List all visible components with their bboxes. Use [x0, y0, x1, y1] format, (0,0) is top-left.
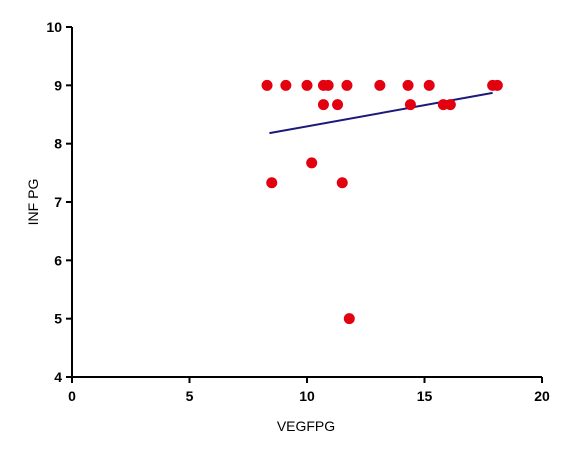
- y-tick-label-6: 6: [54, 252, 62, 268]
- data-point-1: [280, 79, 292, 91]
- axes: 4 5 6 7 8 9 10 0 5 10 15 20: [46, 19, 550, 404]
- y-tick-label-8: 8: [54, 136, 62, 152]
- x-tick-label-20: 20: [534, 388, 550, 404]
- data-point-2: [301, 79, 313, 91]
- data-point-5: [341, 79, 353, 91]
- data-point-15: [444, 99, 456, 111]
- data-point-4: [322, 79, 334, 91]
- data-point-7: [402, 79, 414, 91]
- data-point-0: [261, 79, 273, 91]
- x-tick-label-15: 15: [417, 388, 433, 404]
- data-point-10: [491, 79, 503, 91]
- x-axis-title: VEGFPG: [277, 418, 335, 434]
- data-point-19: [343, 313, 355, 325]
- fit-line-group: [269, 91, 493, 135]
- x-tick-label-10: 10: [299, 388, 315, 404]
- regression-line: [269, 91, 493, 135]
- y-tick-label-10: 10: [46, 19, 62, 35]
- data-point-18: [336, 177, 348, 189]
- x-tick-label-0: 0: [68, 388, 76, 404]
- data-point-12: [332, 99, 344, 111]
- data-point-16: [306, 157, 318, 169]
- x-tick-label-5: 5: [186, 388, 194, 404]
- points-group: [261, 79, 503, 325]
- y-tick-label-4: 4: [54, 369, 62, 385]
- data-point-6: [374, 79, 386, 91]
- y-axis-title: INF PG: [25, 179, 41, 226]
- y-tick-label-7: 7: [54, 194, 62, 210]
- y-tick-label-5: 5: [54, 311, 62, 327]
- data-point-13: [404, 99, 416, 111]
- data-point-11: [317, 99, 329, 111]
- y-tick-label-9: 9: [54, 77, 62, 93]
- data-point-8: [423, 79, 435, 91]
- data-point-17: [266, 177, 278, 189]
